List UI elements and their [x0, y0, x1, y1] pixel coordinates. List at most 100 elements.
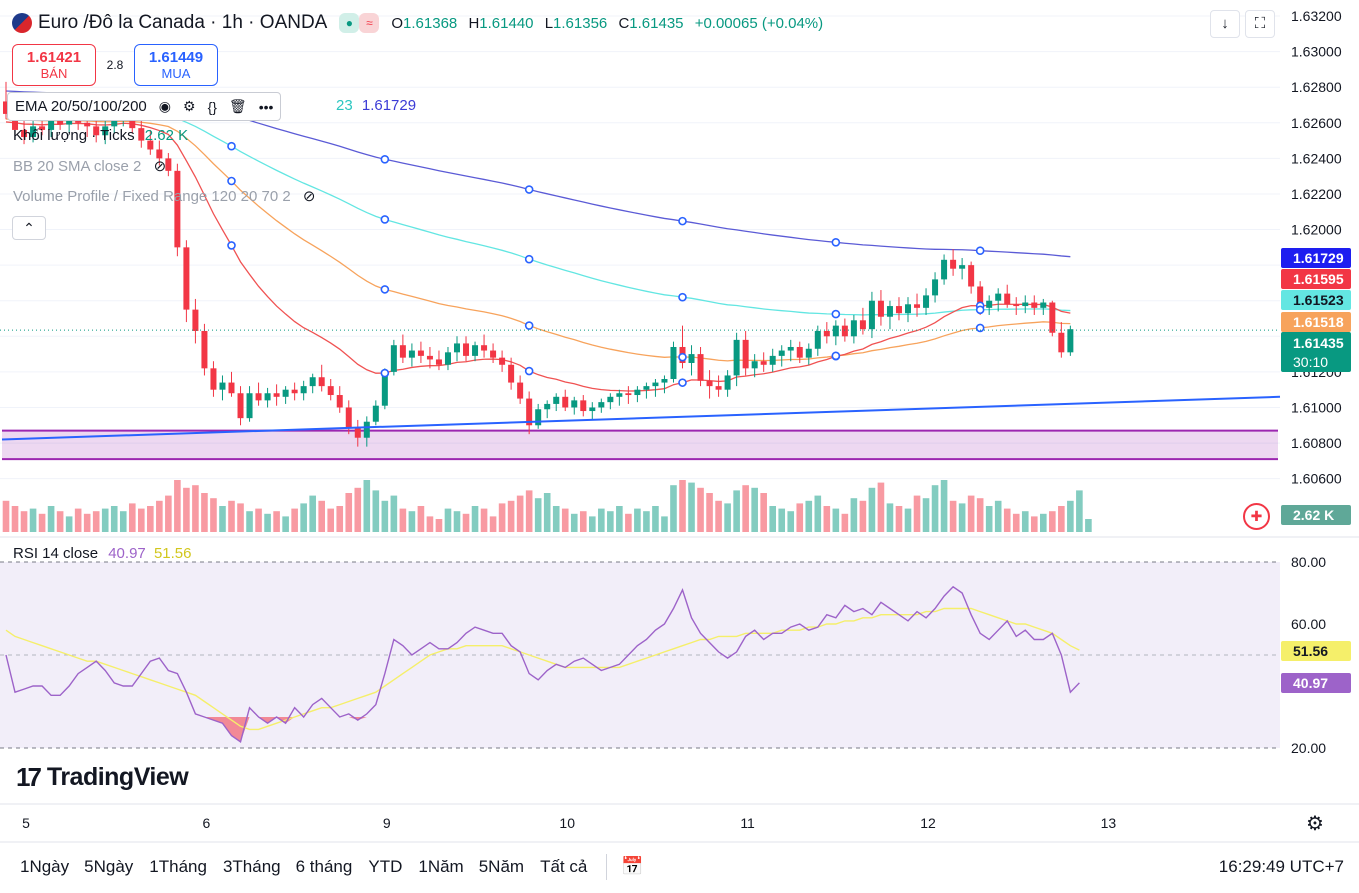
ema-marker — [227, 241, 236, 250]
price-tick-label: 1.60600 — [1291, 471, 1342, 487]
range-1m[interactable]: 1Tháng — [149, 856, 207, 876]
calendar-goto-icon[interactable]: 📅 — [621, 856, 644, 876]
volume-bar — [589, 516, 596, 532]
buy-price: 1.61449 — [148, 49, 204, 66]
rsi-legend[interactable]: RSI 14 close 40.97 51.56 — [13, 545, 191, 562]
fullscreen-icon[interactable]: ⛶ — [1245, 10, 1275, 38]
ema-marker — [678, 352, 687, 362]
candle-body — [3, 101, 9, 114]
range-1d[interactable]: 1Ngày — [20, 856, 70, 876]
candle-body — [57, 119, 64, 125]
volume-bar — [967, 495, 975, 532]
candle-body — [607, 396, 614, 403]
volume-bar — [949, 500, 957, 532]
ema-marker — [524, 185, 534, 194]
collapse-legend-button[interactable]: ⌃ — [12, 216, 46, 240]
candle-body — [291, 389, 298, 394]
volume-bar — [426, 516, 434, 532]
candle-body — [481, 345, 488, 351]
volume-bar — [2, 500, 10, 532]
settings-gear-icon[interactable]: ⚙ — [1306, 813, 1324, 835]
trash-icon[interactable]: 🗑 — [228, 98, 247, 114]
volume-profile-label: Volume Profile / Fixed Range 120 20 70 2 — [13, 188, 291, 205]
volume-bar — [1058, 506, 1065, 532]
volume-bar — [201, 493, 208, 532]
volume-bar — [561, 508, 569, 532]
volume-label: Khối lượng · Ticks — [13, 127, 135, 144]
sell-button[interactable]: 1.61421 BÁN — [12, 44, 96, 86]
range-3m[interactable]: 3Tháng — [222, 856, 281, 876]
volume-legend[interactable]: Khối lượng · Ticks 2.62 K — [13, 127, 188, 144]
tradingview-logo[interactable]: 17 TradingView — [16, 762, 189, 793]
candle-body — [805, 348, 812, 358]
buy-button[interactable]: 1.61449 MUA — [134, 44, 218, 86]
volume-bar — [56, 511, 64, 532]
volume-bar — [850, 498, 858, 532]
volume-bar — [11, 506, 19, 532]
candle-body — [508, 364, 515, 383]
range-all[interactable]: Tất cả — [540, 856, 588, 876]
volume-bar — [616, 506, 623, 532]
candle-body — [48, 119, 55, 130]
candle-body — [661, 379, 668, 383]
candle-body — [1049, 302, 1056, 333]
range-ytd[interactable]: YTD — [368, 856, 403, 876]
tradingview-logo-icon: 17 — [16, 762, 42, 792]
volume-bar — [661, 516, 668, 532]
candle-body — [643, 386, 650, 390]
volume-bar — [228, 500, 235, 532]
volume-bar — [318, 500, 325, 532]
tag-ema200: 1.61729 — [1293, 250, 1344, 266]
candle-body — [733, 339, 740, 376]
volume-bar — [435, 519, 443, 532]
candle-body — [174, 170, 181, 248]
volume-bar — [1085, 519, 1092, 532]
volume-bar — [1021, 511, 1029, 532]
volume-bar — [976, 498, 984, 532]
eye-icon[interactable]: ◉ — [158, 98, 171, 114]
range-1y[interactable]: 1Năm — [418, 856, 464, 876]
candle-body — [345, 407, 352, 428]
arrow-down-icon[interactable]: ↓ — [1210, 10, 1240, 38]
symbol-title[interactable]: Euro /Đô la Canada · 1h · OANDA — [38, 12, 328, 33]
data-delay-icon[interactable]: ≈ — [359, 13, 380, 33]
eur-cad-flag-icon — [12, 13, 32, 33]
low-label: L — [544, 14, 554, 32]
eye-hidden-icon[interactable]: ⊘ — [153, 158, 167, 175]
range-5d[interactable]: 5Ngày — [84, 856, 134, 876]
volume-profile-legend[interactable]: Volume Profile / Fixed Range 120 20 70 2… — [13, 187, 315, 205]
volume-bar — [733, 490, 740, 532]
source-code-icon[interactable]: {} — [207, 98, 217, 115]
candle-body — [237, 393, 244, 419]
ema-value-partial: 23 — [336, 97, 353, 114]
range-6m[interactable]: 6 tháng — [295, 856, 353, 876]
bb-legend[interactable]: BB 20 SMA close 2 ⊘ — [13, 157, 166, 175]
candle-body — [995, 293, 1002, 301]
gear-icon[interactable]: ⚙ — [183, 98, 196, 114]
time-tick-label: 9 — [383, 815, 391, 831]
volume-bar — [832, 508, 840, 532]
candle-body — [977, 286, 984, 308]
time-tick-label: 5 — [22, 815, 30, 831]
time-tick-label: 6 — [203, 815, 211, 831]
open-value: 1.61368 — [403, 14, 458, 32]
volume-bar — [1067, 500, 1074, 532]
volume-bar — [579, 511, 587, 532]
candle-body — [1022, 302, 1029, 307]
clock[interactable]: 16:29:49 UTC+7 — [1218, 856, 1344, 876]
candle-body — [300, 386, 307, 394]
volume-bar — [408, 511, 416, 532]
more-icon[interactable]: ••• — [258, 98, 274, 115]
tag-rsi-ma: 51.56 — [1293, 643, 1328, 659]
high-label: H — [468, 14, 480, 32]
range-5y[interactable]: 5Năm — [478, 856, 525, 876]
ema-legend[interactable]: EMA 20/50/100/200 ◉ ⚙ {} 🗑 ••• — [7, 92, 282, 121]
volume-bar — [282, 516, 289, 532]
rsi-label: RSI 14 close — [13, 545, 99, 562]
volume-bar — [552, 506, 560, 532]
market-open-icon[interactable]: ● — [339, 13, 360, 33]
volume-bar — [985, 506, 993, 532]
eye-hidden-icon[interactable]: ⊘ — [302, 188, 316, 205]
rsi-ma-line — [5, 607, 1080, 731]
